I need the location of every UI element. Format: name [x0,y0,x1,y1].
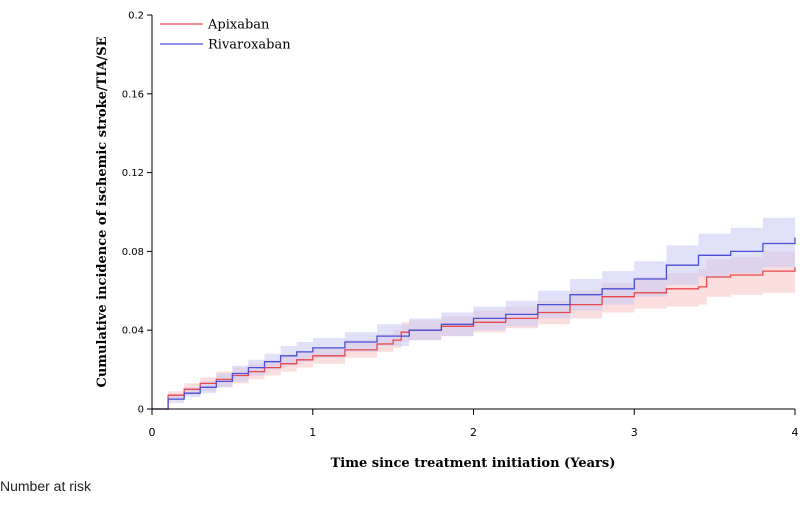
series-lines [152,237,796,410]
number-at-risk-label: Number at risk [0,478,92,494]
legend-label-apixaban: Apixaban [207,18,270,33]
x-axis-title: Time since treatment initiation (Years) [331,456,616,471]
confidence-bands [152,210,795,409]
y-tick-label: 0.16 [122,89,144,100]
series-line-apixaban [152,267,796,410]
y-tick-label: 0.08 [122,247,144,258]
x-tick-label: 3 [631,426,638,439]
y-tick-label: 0.12 [122,168,144,179]
chart: 0 0.04 0.08 0.12 0.16 0.2 0 1 2 3 4 Time since tr… [95,11,799,472]
legend: Apixaban Rivaroxaban [160,18,291,53]
y-tick-label: 0.2 [128,11,144,22]
x-tick-label: 1 [309,426,316,439]
x-ticks: 0 1 2 3 4 [149,409,799,439]
y-ticks: 0 0.04 0.08 0.12 0.16 0.2 [122,11,152,416]
x-tick-label: 2 [470,426,477,439]
axes [151,15,795,410]
x-tick-label: 0 [149,426,156,439]
x-tick-label: 4 [792,426,799,439]
y-tick-label: 0.04 [122,326,144,337]
y-tick-label: 0 [138,405,144,416]
series-line-rivaroxaban [152,237,796,410]
legend-label-rivaroxaban: Rivaroxaban [208,38,291,53]
y-axis-title: Cumulative incidence of ischemic stroke/… [95,36,110,387]
